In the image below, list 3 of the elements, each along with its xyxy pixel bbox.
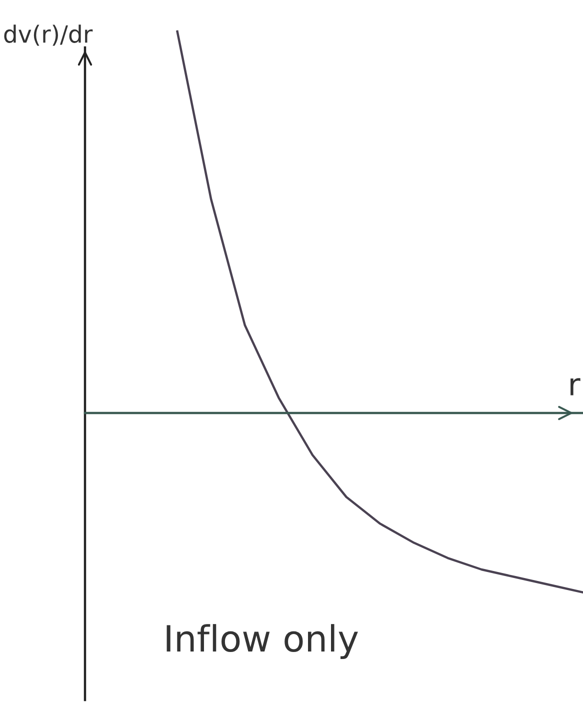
- x-axis-title: r: [570, 378, 580, 396]
- y-axis-title: dv(r)/dr: [4, 24, 93, 46]
- text: Inflow only: [166, 624, 358, 660]
